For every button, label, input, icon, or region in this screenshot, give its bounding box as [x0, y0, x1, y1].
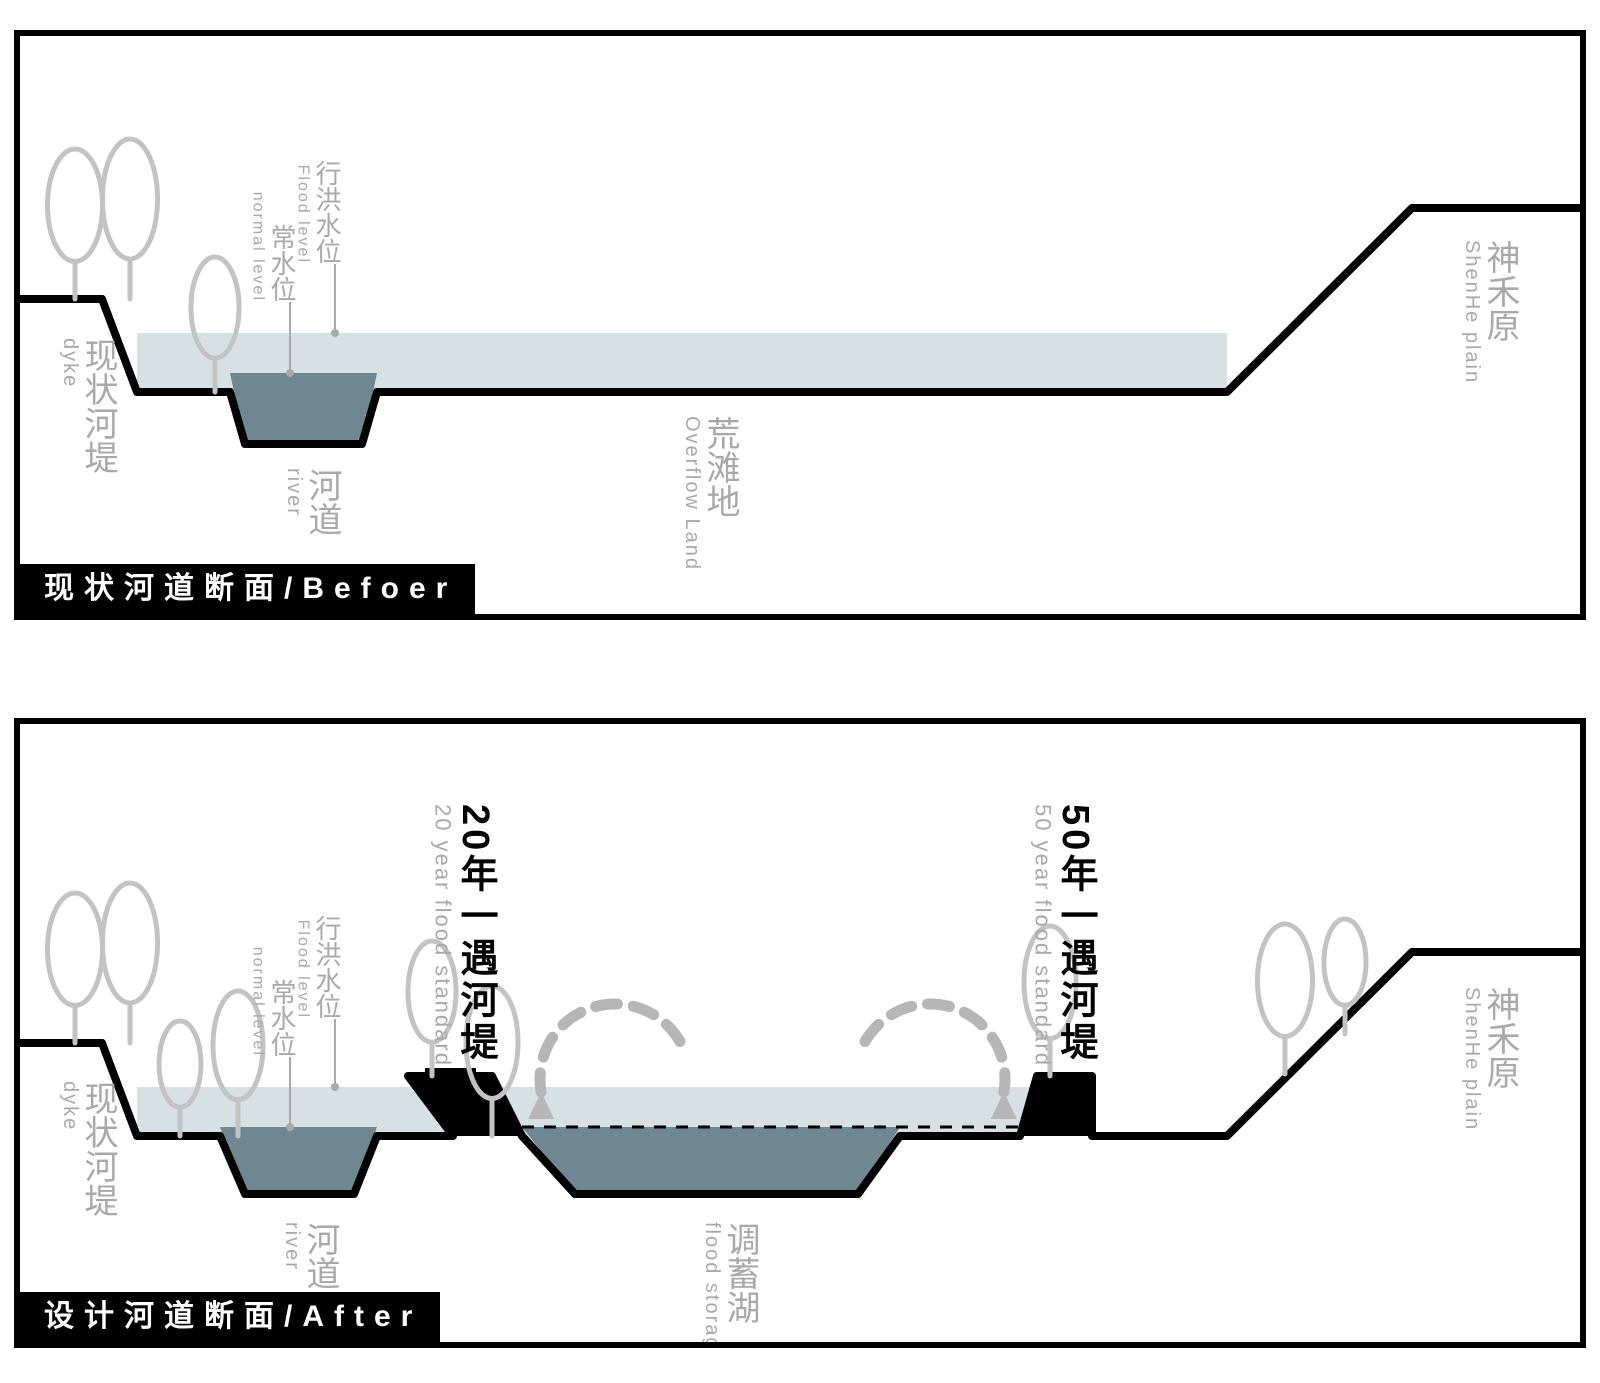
svg-text:ShenHe plain: ShenHe plain: [1461, 987, 1483, 1131]
diagram-before: 现状河堤dyke 常水位normal level 行洪水位Flood level 河道…: [20, 36, 1580, 614]
svg-text:神禾原: 神禾原: [1481, 240, 1519, 342]
svg-text:常水位: 常水位: [267, 979, 297, 1057]
svg-text:ShenHe plain: ShenHe plain: [1461, 240, 1483, 384]
svg-text:normal level: normal level: [250, 947, 267, 1057]
svg-text:Flood level: Flood level: [295, 920, 312, 1019]
svg-text:河道: 河道: [303, 468, 341, 536]
svg-text:flood storage lake: flood storage lake: [701, 1222, 723, 1342]
svg-text:常水位: 常水位: [267, 224, 297, 302]
label-dyke-cn: 现状河堤: [79, 338, 117, 474]
caption-after: 设计河道断面/After: [20, 1292, 440, 1342]
panel-before: 现状河堤dyke 常水位normal level 行洪水位Flood level 河道…: [14, 30, 1586, 620]
svg-text:20 year flood standard: 20 year flood standard: [431, 804, 456, 1067]
label-dyke50-cn: 50年一遇河堤: [1054, 804, 1098, 1064]
svg-text:normal level: normal level: [250, 192, 267, 302]
svg-text:调蓄湖: 调蓄湖: [721, 1222, 759, 1324]
caption-before: 现状河道断面/Befoer: [20, 564, 475, 614]
normal-water: [230, 373, 377, 444]
svg-text:dyke: dyke: [59, 1081, 81, 1131]
diagram-after: 现状河堤dyke 常水位normal level 行洪水位Flood level 河道…: [20, 724, 1580, 1342]
label-dyke-cn: 现状河堤: [79, 1081, 117, 1217]
svg-text:Flood level: Flood level: [295, 165, 312, 264]
label-dyke-en: dyke: [59, 338, 81, 388]
svg-text:神禾原: 神禾原: [1481, 987, 1519, 1089]
svg-text:50 year flood standard: 50 year flood standard: [1031, 804, 1056, 1067]
svg-text:河道: 河道: [301, 1222, 339, 1290]
svg-text:Overflow Land: Overflow Land: [681, 416, 703, 571]
normal-water-right: [522, 1127, 900, 1194]
svg-text:行洪水位: 行洪水位: [312, 915, 342, 1019]
panel-after: 现状河堤dyke 常水位normal level 行洪水位Flood level 河道…: [14, 718, 1586, 1348]
label-dyke20-cn: 20年一遇河堤: [454, 804, 498, 1064]
svg-text:river: river: [283, 468, 305, 517]
svg-text:行洪水位: 行洪水位: [312, 160, 342, 264]
svg-text:荒滩地: 荒滩地: [701, 416, 739, 518]
svg-text:river: river: [281, 1222, 303, 1271]
